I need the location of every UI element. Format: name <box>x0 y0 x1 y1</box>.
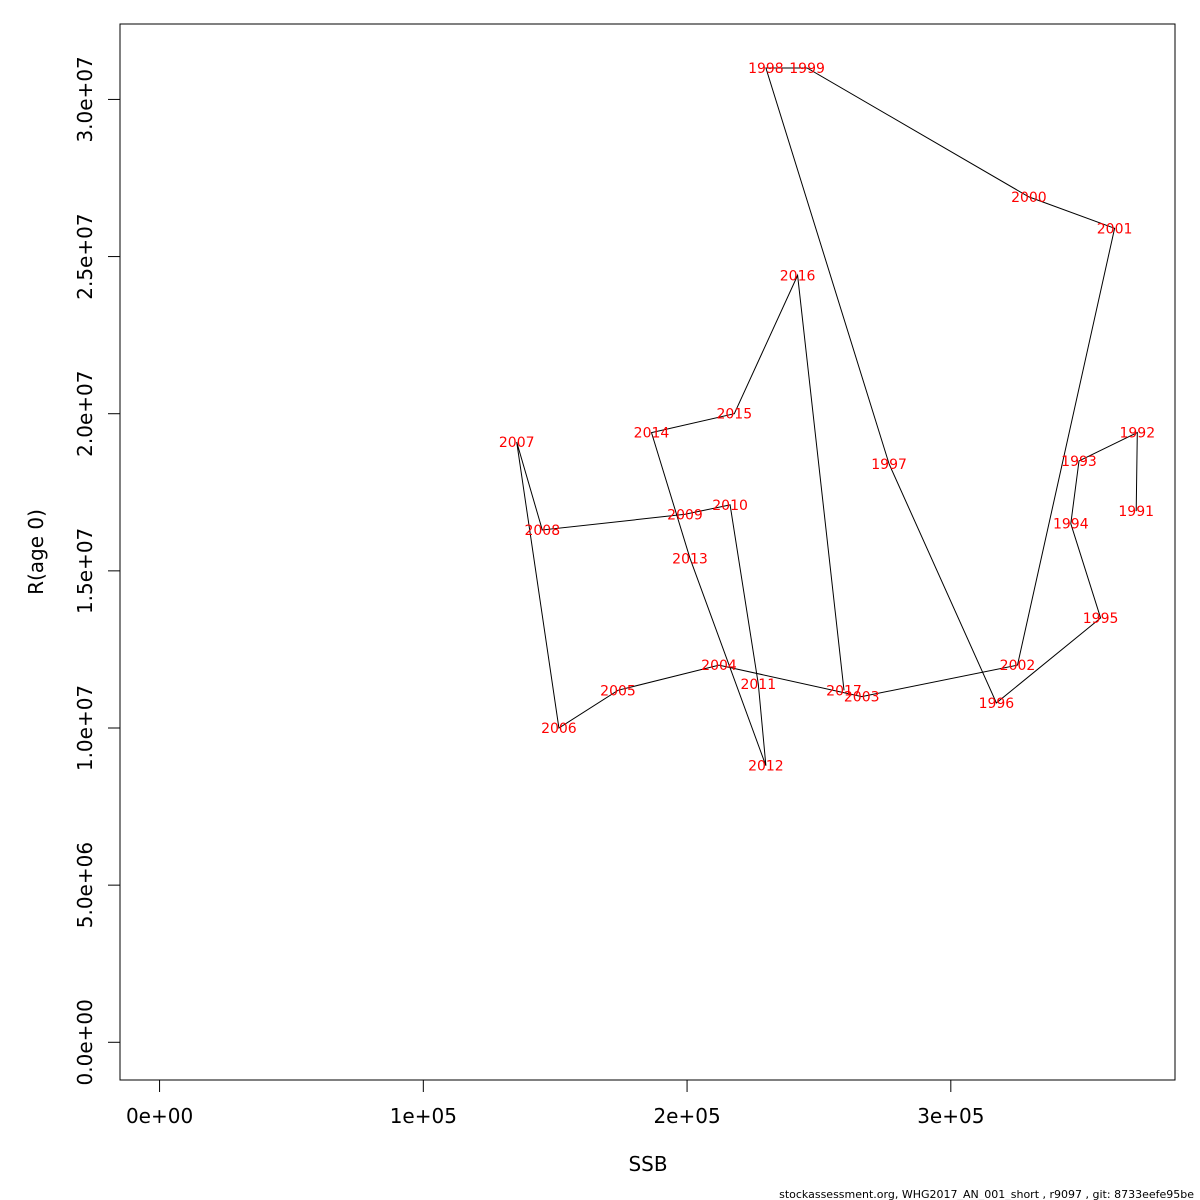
point-label-2004: 2004 <box>701 658 737 674</box>
x-tick-label: 3e+05 <box>917 1104 984 1128</box>
point-label-1997: 1997 <box>871 457 907 473</box>
x-tick-label: 0e+00 <box>126 1104 193 1128</box>
y-axis-label: R(age 0) <box>24 509 48 595</box>
point-label-2008: 2008 <box>524 523 560 539</box>
y-tick-label: 5.0e+06 <box>73 842 97 928</box>
plot-frame <box>119 23 1176 1081</box>
point-label-2017: 2017 <box>826 683 862 699</box>
point-label-2009: 2009 <box>667 507 703 523</box>
point-label-2013: 2013 <box>672 551 708 567</box>
x-tick-label: 1e+05 <box>390 1104 457 1128</box>
point-labels: 1991 1992 1993 1994 1995 1996 1997 1998 1999 2000… <box>499 61 1155 775</box>
point-label-1999: 1999 <box>789 61 825 77</box>
point-label-2012: 2012 <box>748 759 784 775</box>
point-label-1994: 1994 <box>1053 517 1089 533</box>
point-label-2015: 2015 <box>716 407 752 423</box>
point-label-1995: 1995 <box>1083 611 1119 627</box>
y-tick-label: 3.0e+07 <box>73 56 97 142</box>
point-label-2010: 2010 <box>712 498 748 514</box>
y-tick-label: 2.5e+07 <box>73 213 97 299</box>
x-axis-label: SSB <box>628 1152 667 1176</box>
y-tick-label: 1.5e+07 <box>73 528 97 614</box>
recruitment-path-line <box>516 67 1138 766</box>
point-label-1993: 1993 <box>1061 454 1097 470</box>
point-label-2002: 2002 <box>1000 658 1036 674</box>
point-label-2005: 2005 <box>600 683 636 699</box>
point-label-1992: 1992 <box>1119 426 1155 442</box>
point-label-2007: 2007 <box>499 435 535 451</box>
y-tick-label: 2.0e+07 <box>73 371 97 457</box>
point-label-2016: 2016 <box>780 268 816 284</box>
point-label-2006: 2006 <box>541 721 577 737</box>
point-label-2014: 2014 <box>634 426 670 442</box>
point-label-1991: 1991 <box>1118 504 1154 520</box>
footer-text: stockassessment.org, WHG2017_AN_001_shor… <box>779 1188 1194 1200</box>
point-label-2000: 2000 <box>1011 190 1047 206</box>
point-label-2003: 2003 <box>844 690 880 706</box>
point-label-2001: 2001 <box>1097 221 1133 237</box>
y-tick-label: 1.0e+07 <box>73 685 97 771</box>
point-label-2011: 2011 <box>740 677 776 693</box>
point-label-1998: 1998 <box>748 61 784 77</box>
y-tick-label: 0.0e+00 <box>73 999 97 1085</box>
point-label-1996: 1996 <box>979 696 1015 712</box>
x-axis: 0e+00 1e+05 2e+05 3e+05 <box>126 1079 984 1128</box>
x-tick-label: 2e+05 <box>653 1104 720 1128</box>
y-axis: 0.0e+00 5.0e+06 1.0e+07 1.5e+07 2.0e+07 2.5e+… <box>73 56 121 1085</box>
